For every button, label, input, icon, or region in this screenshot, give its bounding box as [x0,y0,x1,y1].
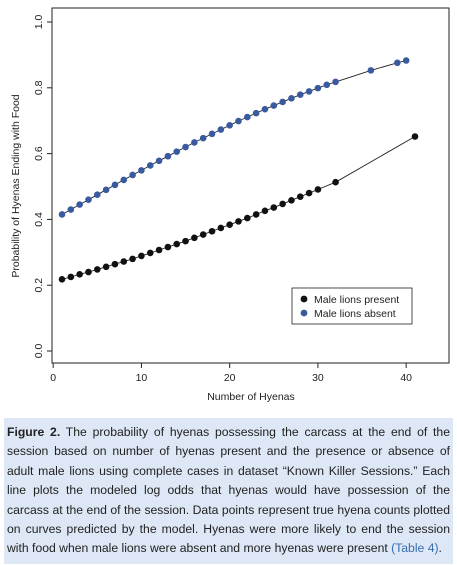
data-point-present [58,275,66,283]
data-point-present [226,221,233,228]
data-point-present [217,224,225,232]
data-point-absent [67,206,75,213]
data-point-absent [129,171,136,179]
y-tick-label: 0.2 [33,278,45,293]
legend-marker-present [300,295,308,303]
data-point-present [111,260,119,268]
data-point-absent [94,191,101,199]
data-point-absent [85,196,92,203]
data-point-absent [226,122,233,129]
data-point-absent [367,67,375,74]
data-point-present [129,255,136,263]
y-tick-label: 0.6 [33,146,45,161]
fitted-lines [61,60,416,280]
data-point-present [120,258,128,265]
data-point-present [296,193,304,200]
data-point-absent [314,84,322,92]
data-point-present [94,266,101,273]
data-point-present [199,231,207,238]
data-point-absent [235,117,242,125]
data-point-present [270,204,278,211]
data-point-present [252,211,260,218]
data-point-present [85,268,92,276]
figure-label: Figure 2. [7,425,61,439]
data-point-absent [58,211,66,218]
y-tick-label: 1.0 [33,15,45,30]
data-point-absent [261,105,269,113]
axis-ticks: 0 10 20 30 40 0.0 0.2 0.4 0.6 0.8 1.0 [33,15,412,384]
data-point-present [332,178,339,186]
data-point-absent [182,143,189,151]
data-point-absent [164,152,172,160]
data-point-absent [199,134,207,142]
data-point-absent [208,130,216,138]
data-point-present [67,273,75,281]
fitted-line-absent [61,60,407,215]
data-point-absent [252,109,260,117]
y-axis-label: Probability of Hyenas Ending with Food [10,94,22,277]
data-point-present [314,186,322,193]
data-point-absent [173,148,181,155]
data-point-present [164,243,172,251]
data-point-absent [394,59,401,67]
figure-caption-box: Figure 2. The probability of hyenas poss… [4,418,453,564]
legend-marker-absent [300,309,308,317]
data-point-absent [296,91,304,99]
table-reference-link[interactable]: (Table 4) [391,541,439,556]
data-point-absent [323,81,331,89]
y-tick-label: 0.0 [33,344,45,359]
data-point-present [146,249,154,257]
caption-text: The probability of hyenas possessing the… [7,425,450,556]
x-tick-label: 30 [312,372,324,384]
data-point-absent [288,95,295,102]
data-point-present [305,189,313,197]
data-point-absent [111,181,119,189]
data-point-absent [305,88,313,95]
legend-box [291,287,413,325]
x-tick-label: 10 [136,372,148,384]
x-tick-label: 0 [50,372,56,384]
data-point-absent [146,162,154,169]
data-point-absent [244,113,251,121]
chart: Probability of Hyenas Ending with Food N… [10,7,450,403]
legend-label-present: Male lions present [314,294,399,306]
legend-label-absent: Male lions absent [314,308,396,320]
data-point-present [173,240,181,248]
fitted-line-present [61,136,416,280]
caption-end: . [438,541,442,556]
data-point-present [138,252,145,260]
y-tick-label: 0.8 [33,80,45,95]
x-tick-label: 40 [400,372,412,384]
data-point-absent [332,78,339,86]
data-point-absent [191,139,198,146]
data-point-present [235,218,242,225]
legend: Male lions present Male lions absent [291,287,413,325]
data-points [58,57,419,283]
data-point-absent [270,102,278,109]
data-point-absent [279,98,286,106]
data-point-absent [138,167,145,174]
data-point-present [261,207,269,215]
data-point-absent [120,176,128,184]
y-tick-label: 0.4 [33,212,45,227]
data-point-present [182,237,189,245]
x-tick-label: 20 [224,372,236,384]
data-point-absent [102,186,110,194]
data-point-absent [402,57,410,64]
data-point-present [288,197,295,204]
data-point-absent [155,157,163,165]
data-point-present [76,271,83,278]
x-axis-label: Number of Hyenas [207,391,295,403]
plot-frame [51,7,450,364]
data-point-present [411,133,419,140]
data-point-absent [217,126,225,133]
data-point-present [208,227,216,235]
data-point-present [191,234,198,242]
data-point-present [244,214,251,222]
data-point-present [279,200,286,208]
data-point-present [102,263,110,271]
data-point-absent [76,201,83,208]
figure-caption: Figure 2. The probability of hyenas poss… [7,423,450,559]
data-point-present [155,246,163,254]
